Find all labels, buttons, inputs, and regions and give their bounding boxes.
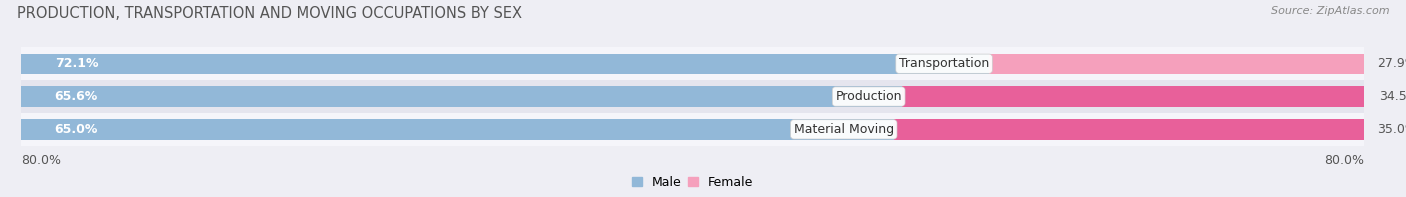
Bar bbox=[990, 54, 1364, 74]
Text: PRODUCTION, TRANSPORTATION AND MOVING OCCUPATIONS BY SEX: PRODUCTION, TRANSPORTATION AND MOVING OC… bbox=[17, 6, 522, 21]
Text: 34.5%: 34.5% bbox=[1379, 90, 1406, 103]
Legend: Male, Female: Male, Female bbox=[627, 171, 758, 194]
Text: 72.1%: 72.1% bbox=[55, 57, 98, 70]
Text: 27.9%: 27.9% bbox=[1378, 57, 1406, 70]
Text: Material Moving: Material Moving bbox=[794, 123, 894, 136]
Bar bbox=[21, 113, 1364, 146]
Text: 35.0%: 35.0% bbox=[1378, 123, 1406, 136]
Bar bbox=[21, 47, 1364, 80]
Bar bbox=[21, 54, 990, 74]
Text: 65.0%: 65.0% bbox=[55, 123, 98, 136]
Text: 65.6%: 65.6% bbox=[55, 90, 98, 103]
Text: Production: Production bbox=[835, 90, 901, 103]
Bar bbox=[901, 86, 1365, 107]
Text: Transportation: Transportation bbox=[898, 57, 990, 70]
Bar bbox=[21, 80, 1364, 113]
Bar bbox=[894, 119, 1364, 139]
Text: Source: ZipAtlas.com: Source: ZipAtlas.com bbox=[1271, 6, 1389, 16]
Text: 80.0%: 80.0% bbox=[21, 154, 60, 167]
Bar bbox=[21, 119, 894, 139]
Bar bbox=[21, 86, 901, 107]
Text: 80.0%: 80.0% bbox=[1324, 154, 1364, 167]
